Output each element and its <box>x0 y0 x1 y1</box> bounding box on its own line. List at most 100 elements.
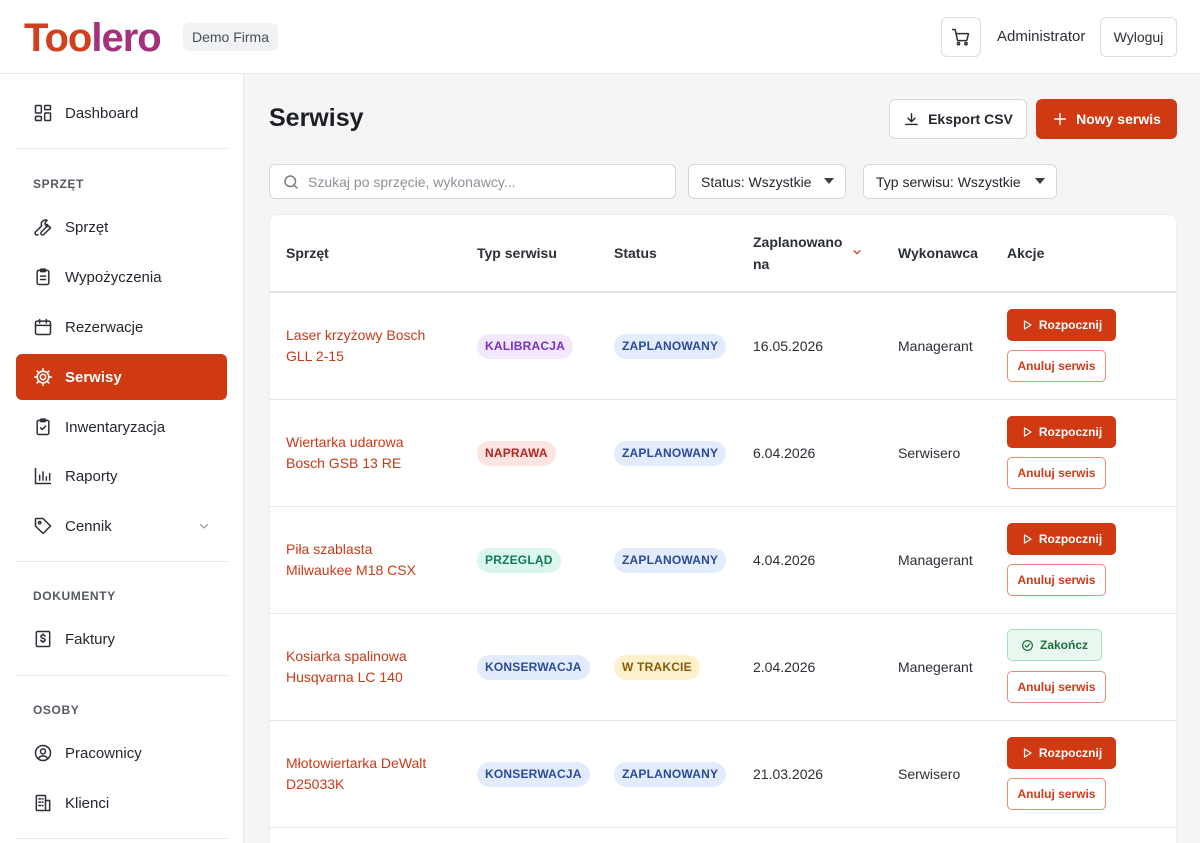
logo-part1: Too <box>24 16 92 60</box>
sidebar-item-cennik[interactable]: Cennik <box>16 503 227 549</box>
equipment-cell: Wiertarka udarowa Bosch GSB 13 RE <box>286 400 451 506</box>
divider <box>16 838 227 839</box>
equipment-cell: Piła szablasta Milwaukee M18 CSX <box>286 507 451 613</box>
planned-line2: na <box>753 256 770 272</box>
sidebar-item-label: Klienci <box>65 794 110 812</box>
start-button[interactable]: Rozpocznij <box>1007 523 1116 555</box>
table-row: Kosiarka spalinowa Husqvarna LC 140 KONSE… <box>270 614 1176 721</box>
sidebar-item-label: Dashboard <box>65 104 139 122</box>
status-badge: ZAPLANOWANY <box>614 761 727 787</box>
date-cell: 4.04.2026 <box>753 552 816 568</box>
search-box <box>269 164 676 199</box>
start-label: Rozpocznij <box>1038 746 1103 760</box>
user-name: Administrator <box>997 28 1086 45</box>
equipment-name-line2: D25033K <box>286 776 345 792</box>
section-label-sprzet: SPRZĘT <box>33 177 84 191</box>
contractor-cell: Manegerant <box>898 659 973 675</box>
cancel-service-button[interactable]: Anuluj serwis <box>1007 457 1106 489</box>
equipment-name-line2: Milwaukee M18 CSX <box>286 562 416 578</box>
export-csv-button[interactable]: Eksport CSV <box>889 99 1027 139</box>
cancel-service-button[interactable]: Anuluj serwis <box>1007 671 1106 703</box>
type-filter-select[interactable]: Typ serwisu: Wszystkie <box>863 164 1057 199</box>
clipboard-check-icon <box>33 417 53 437</box>
clipboard-list-icon <box>33 267 53 287</box>
status-cell: ZAPLANOWANY <box>614 400 727 506</box>
sidebar-item-sprzet[interactable]: Sprzęt <box>16 204 227 250</box>
logo[interactable]: Toolero <box>24 16 162 60</box>
equipment-name-line2: Husqvarna LC 140 <box>286 669 403 685</box>
type-cell: NAPRAWA <box>477 400 556 506</box>
service-type-badge: NAPRAWA <box>477 440 556 466</box>
equipment-name-line1: Piła szablasta <box>286 540 373 557</box>
equipment-cell: Młotowiertarka DeWalt D25033K <box>286 721 451 827</box>
equipment-name-line1: Laser krzyżowy Bosch <box>286 326 426 343</box>
service-type-badge: KONSERWACJA <box>477 761 590 787</box>
finish-button[interactable]: Zakończ <box>1007 629 1102 661</box>
column-header-status[interactable]: Status <box>614 245 657 261</box>
sidebar-item-dashboard[interactable]: Dashboard <box>16 90 227 136</box>
cancel-service-button[interactable]: Anuluj serwis <box>1007 778 1106 810</box>
building-icon <box>33 793 53 813</box>
sidebar-item-serwisy[interactable]: Serwisy <box>16 354 227 400</box>
column-header-contractor[interactable]: Wykonawca <box>898 245 978 261</box>
type-filter-label: Typ serwisu: Wszystkie <box>876 173 1021 190</box>
sidebar-item-label: Raporty <box>65 467 118 485</box>
equipment-link[interactable]: Młotowiertarka DeWalt D25033K <box>286 753 451 796</box>
invoice-icon <box>33 629 53 649</box>
dashboard-icon <box>33 103 53 123</box>
user-circle-icon <box>33 743 53 763</box>
sidebar-item-label: Rezerwacje <box>65 318 144 336</box>
equipment-link[interactable]: Wiertarka udarowa Bosch GSB 13 RE <box>286 432 451 475</box>
sidebar-item-raporty[interactable]: Raporty <box>16 453 227 499</box>
column-header-planned-text: Zaplanowano na <box>753 231 842 275</box>
new-service-button[interactable]: Nowy serwis <box>1036 99 1177 139</box>
start-label: Rozpocznij <box>1038 425 1103 439</box>
export-csv-label: Eksport CSV <box>928 111 1013 127</box>
status-filter-select[interactable]: Status: Wszystkie <box>688 164 846 199</box>
sidebar-item-wypozyczenia[interactable]: Wypożyczenia <box>16 254 227 300</box>
column-header-equipment[interactable]: Sprzęt <box>286 245 329 261</box>
sidebar: Dashboard SPRZĘT Sprzęt Wypożyczenia Rez… <box>0 74 244 843</box>
plus-icon <box>1054 112 1067 126</box>
start-button[interactable]: Rozpocznij <box>1007 416 1116 448</box>
play-icon <box>1023 427 1032 437</box>
equipment-name-line2: GLL 2-15 <box>286 348 344 364</box>
start-button[interactable]: Rozpocznij <box>1007 737 1116 769</box>
cancel-service-button[interactable]: Anuluj serwis <box>1007 350 1106 382</box>
contractor-cell: Serwisero <box>898 445 961 461</box>
cart-button[interactable] <box>941 17 981 57</box>
equipment-link[interactable]: Piła szablasta Milwaukee M18 CSX <box>286 539 451 582</box>
caret-down-icon <box>824 178 834 184</box>
sidebar-item-faktury[interactable]: Faktury <box>16 616 227 662</box>
services-table: Sprzęt Typ serwisu Status Zaplanowano na… <box>269 214 1177 843</box>
chevron-down-icon[interactable] <box>198 519 210 536</box>
sidebar-item-rezerwacje[interactable]: Rezerwacje <box>16 304 227 350</box>
start-label: Rozpocznij <box>1038 318 1103 332</box>
column-header-type[interactable]: Typ serwisu <box>477 245 557 261</box>
sidebar-item-klienci[interactable]: Klienci <box>16 780 227 826</box>
search-input[interactable] <box>308 173 668 190</box>
start-label: Rozpocznij <box>1038 532 1103 546</box>
section-label-osoby: OSOBY <box>33 703 80 717</box>
cancel-service-button[interactable]: Anuluj serwis <box>1007 564 1106 596</box>
new-service-label: Nowy serwis <box>1076 111 1161 127</box>
status-cell: ZAPLANOWANY <box>614 721 727 827</box>
contractor-cell: Managerant <box>898 552 973 568</box>
sidebar-item-label: Pracownicy <box>65 744 142 762</box>
search-icon <box>284 174 298 189</box>
sort-desc-icon[interactable] <box>852 247 862 257</box>
table-row: Laser krzyżowy Bosch GLL 2-15 KALIBRACJA … <box>270 293 1176 400</box>
sidebar-item-label: Wypożyczenia <box>65 268 162 286</box>
cog-icon <box>33 367 53 387</box>
column-header-planned[interactable]: Zaplanowano na <box>753 215 873 291</box>
service-type-badge: KONSERWACJA <box>477 654 590 680</box>
equipment-name-line1: Młotowiertarka DeWalt <box>286 754 427 771</box>
company-badge: Demo Firma <box>183 23 279 51</box>
sidebar-item-pracownicy[interactable]: Pracownicy <box>16 730 227 776</box>
date-cell: 6.04.2026 <box>753 445 816 461</box>
equipment-link[interactable]: Laser krzyżowy Bosch GLL 2-15 <box>286 325 451 368</box>
equipment-link[interactable]: Kosiarka spalinowa Husqvarna LC 140 <box>286 646 451 689</box>
sidebar-item-inwentaryzacja[interactable]: Inwentaryzacja <box>16 404 227 450</box>
logout-button[interactable]: Wyloguj <box>1100 17 1177 57</box>
start-button[interactable]: Rozpocznij <box>1007 309 1116 341</box>
